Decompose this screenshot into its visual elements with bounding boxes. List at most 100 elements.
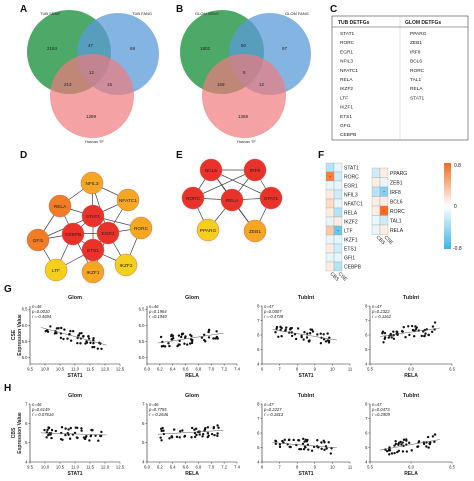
table-cell-tub: NFIL3 [340,59,353,65]
network-node-label: BCL6 [205,168,217,174]
scatter-stat: r =0.2909 [372,412,390,417]
heatmap-row-label: RELA [344,210,358,216]
y-tick-label: 5.0 [139,355,145,360]
heatmap-star: * [337,228,339,233]
y-tick-label: 8 [365,304,368,309]
scatter-point [204,426,207,430]
network-node [220,188,244,212]
network-node-label: RORC [134,226,149,232]
scatter-point [46,428,49,432]
scatter-point [198,433,201,436]
network-node-label: IKZF1 [86,270,99,276]
panel-d: D NFIL3 RELA NFATC1 STAT1 GFI1 CEBPB EGR1 ETS1 R… [20,150,153,284]
scatter-point [64,427,67,430]
scatter-point [324,340,328,343]
scatter-point [69,426,73,430]
network-node [61,222,85,246]
scatter-point [46,330,50,333]
x-tick-label: 10 [330,367,335,372]
heatmap-cell [333,171,343,182]
scatter-point [160,345,164,348]
x-tick-label: 8 [296,367,299,372]
scatter-point [278,443,282,446]
network-node-label: CEBPB [65,232,81,238]
scatter-point [302,338,305,341]
network-node-label: IRF8 [250,168,261,174]
scatter-point [60,426,64,429]
scatter-point [310,449,314,452]
table-cell-glom: STAT1 [410,95,425,101]
scatter-point [297,439,301,442]
x-tick-label: 9 [314,465,317,470]
scatter-point [400,443,403,446]
scatter-plot: Glom 9.5 10.0 10.5 11.0 11.5 12.0 12.5 5.0 5.5 6.0… [11,295,125,379]
scatter-point [100,430,103,434]
scatter-stat: p=0.2322 [371,309,390,314]
heatmap-cell [379,167,389,178]
scatter-point [212,337,215,340]
scatter-point [275,325,279,329]
scatter-point [329,452,332,455]
y-tick-label: 6.5 [139,307,145,312]
heatmap-row-label: IRF8 [390,190,401,196]
scatter-point [425,445,428,448]
scatter-point [316,446,320,449]
table-cell-tub: LTF [340,95,348,101]
scatter-point [301,442,305,446]
table-cell-tub: NFATC1 [340,68,358,74]
scatter-point [163,345,167,348]
x-tick-label: 7.4 [234,465,240,470]
x-tick-label: 6.4 [170,465,176,470]
table-cell-glom: RORC [410,68,425,74]
heatmap-row-label: LTF [344,228,353,234]
heatmap-cell [333,189,343,200]
scatter-point [69,339,73,342]
heatmap-cell [333,252,343,263]
x-axis-label: RELA [404,373,418,379]
regression-line [40,432,107,436]
scatter-point [161,426,164,430]
y-tick-label: 5.0 [22,355,28,360]
x-tick-label: 7.0 [208,465,214,470]
scatter-point [292,438,295,442]
heatmap-cell [371,224,381,235]
venn-b-count: 169 [217,82,225,87]
scatter-point [407,325,410,328]
x-tick-label: 9 [314,367,317,372]
panel-d-label: D [20,150,27,161]
x-tick-label: 5.5 [367,367,373,372]
scatter-title: TubInt [298,295,315,301]
x-tick-label: 7.0 [208,367,214,372]
scatter-point [424,332,427,335]
scatter-point [88,439,91,442]
x-tick-label: 6.8 [196,465,202,470]
scatter-stat: p=0.2227 [263,407,282,412]
scatter-point [207,336,211,339]
scatter-point [416,445,420,448]
heatmap-cell [333,198,343,209]
x-tick-label: 5.5 [367,465,373,470]
scatter-point [393,451,396,455]
x-tick-label: 6.0 [144,465,150,470]
scatter-point [397,443,400,447]
table-rows: STAT1 PPARG RORC ZEB1 EGR1 IRF8 NFIL3 BCL6 NFATC… [340,31,427,138]
heatmap-cell [371,177,381,188]
scatter-point [387,336,390,339]
scatter-point [78,332,81,335]
scatter-point [283,438,286,442]
scatter-point [76,436,79,440]
scatter-point [390,452,394,455]
scatter-title: Glom [185,393,199,399]
panel-a: A TUB SEMY TUB FANG Human TF 2184 47 69 … [20,4,159,144]
y-tick-label: 5 [25,440,28,445]
scatter-point [280,334,283,338]
venn-a-count: 47 [88,43,94,48]
scatter-point [431,435,435,438]
table-cell-tub: STAT1 [340,31,355,37]
scatter-point [202,333,206,336]
scatter-point [298,447,301,451]
scatter-point [191,338,194,342]
y-tick-label: 6 [142,421,145,426]
